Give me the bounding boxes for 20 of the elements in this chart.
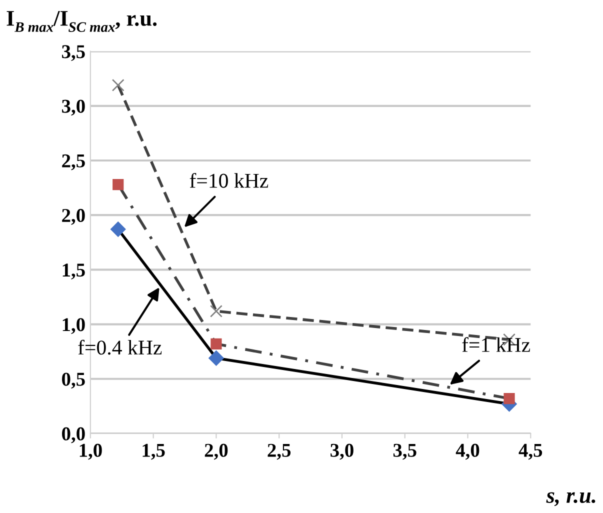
y-tick-label: 0,0 xyxy=(62,427,85,444)
y-tick-label: 0,5 xyxy=(62,372,85,389)
y-tick-label: 1,0 xyxy=(62,318,85,334)
y-tick-label: 3,0 xyxy=(62,100,85,116)
annotation: f=10 kHz xyxy=(190,172,268,188)
y-tick-label: 3,5 xyxy=(62,45,85,62)
x-tick-label: 4,0 xyxy=(456,444,480,460)
x-tick-label: 3,5 xyxy=(393,444,416,460)
x-axis-title: s, r.u. xyxy=(546,492,596,506)
annotation: f=0.4 kHz xyxy=(78,340,162,355)
y-tick-label: 2,5 xyxy=(62,154,85,170)
x-tick-label: 1,0 xyxy=(80,444,102,460)
y-tick-label: 2,0 xyxy=(62,208,85,225)
annotation: f=1 kHz xyxy=(462,337,530,352)
x-tick-label: 2,5 xyxy=(268,444,291,460)
x-tick-label: 1,5 xyxy=(142,444,165,460)
x-tick-label: 4,5 xyxy=(518,444,542,460)
x-tick-label: 2,0 xyxy=(204,444,228,460)
y-tick-label: 1,5 xyxy=(62,264,85,280)
x-tick-label: 3,0 xyxy=(330,444,354,460)
